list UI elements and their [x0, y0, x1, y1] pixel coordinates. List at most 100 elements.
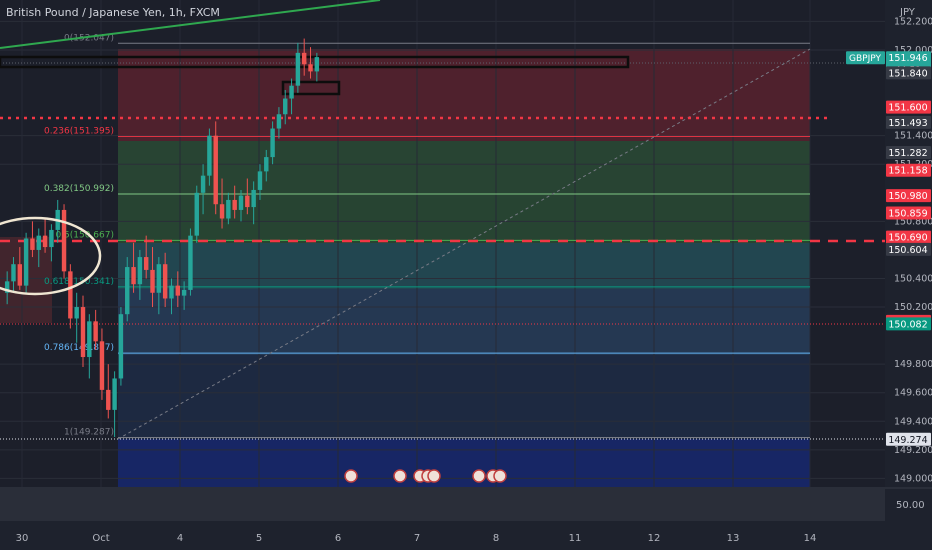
price-tag-label: 151.282 [888, 148, 927, 159]
symbol-tag[interactable] [846, 51, 885, 65]
currency-label: JPY [899, 7, 916, 18]
candle-body [301, 52, 307, 65]
x-axis-ticks: 30 Oct 4 5 6 7 8 11 12 13 14 [16, 533, 817, 544]
price-tag-label: 150.082 [888, 319, 927, 330]
trend-line[interactable] [0, 0, 381, 49]
price-tag-label: 151.946 [888, 53, 927, 64]
price-tag[interactable] [886, 146, 931, 160]
price-tag[interactable] [886, 242, 931, 256]
ellipse-annotation[interactable] [0, 216, 102, 296]
candles [4, 38, 320, 438]
candle-body [226, 199, 231, 219]
candle-body [169, 285, 174, 299]
price-tag-label: 150.859 [888, 208, 927, 219]
event-icon[interactable] [393, 469, 407, 483]
fib-label: 0.5(150.667) [55, 230, 114, 240]
candle-body [118, 314, 124, 379]
candle-body [308, 64, 313, 72]
candle-body [93, 321, 98, 342]
y-tick-label: 150.800 [894, 216, 932, 227]
candle-body [137, 257, 143, 285]
fib-lines: 0(152.047) 0.236(151.395) 0.382(150.992) 0.… [44, 33, 810, 438]
candle-body [143, 257, 149, 270]
small-box[interactable] [281, 80, 341, 96]
candle-body [181, 289, 187, 296]
price-tag[interactable] [886, 66, 931, 80]
price-tag-label: 151.493 [888, 118, 927, 129]
y-tick-label: 151.400 [894, 131, 932, 142]
candle-body [61, 209, 67, 272]
price-tag-label: 150.980 [888, 191, 927, 202]
y-tick-label: 150.200 [894, 302, 932, 313]
candle-body [283, 98, 288, 115]
y-tick-label: 152.200 [894, 16, 932, 27]
candle-body [219, 204, 225, 219]
candle-body [314, 57, 320, 72]
price-tag-label: 150.604 [888, 245, 927, 256]
fib-zone-0236-0382 [118, 141, 810, 198]
price-tag-label: 150.690 [888, 233, 927, 244]
event-icon[interactable] [427, 469, 441, 483]
y-tick-label: 150.400 [894, 273, 932, 284]
candle-body [264, 157, 269, 172]
fib-label: 0.618(150.341) [44, 277, 114, 287]
candle-body [11, 264, 16, 282]
candle-body [125, 267, 130, 315]
fib-diagonal [117, 48, 811, 440]
candle-body [17, 264, 23, 286]
candle-body [245, 195, 250, 208]
candle-body [295, 52, 301, 86]
price-axis[interactable] [885, 0, 932, 550]
fib-zone-extension [118, 439, 810, 487]
event-icon[interactable] [493, 469, 507, 483]
x-tick-label: 6 [335, 533, 341, 544]
x-tick-label: 7 [414, 533, 420, 544]
event-icon[interactable] [472, 469, 486, 483]
price-tag[interactable] [886, 317, 931, 331]
candle-body [207, 135, 212, 176]
price-tag[interactable] [886, 100, 931, 114]
x-tick-label: 13 [727, 533, 740, 544]
fib-label: 0.236(151.395) [44, 126, 114, 136]
x-tick-label: 11 [569, 533, 582, 544]
candle-body [36, 235, 41, 250]
price-tags: 151.94644:51GBPJPY151.840151.600151.4931… [846, 51, 931, 446]
candle-body [251, 189, 256, 208]
price-tag[interactable] [886, 230, 931, 244]
fib-zone-0618-0786 [118, 289, 810, 355]
x-tick-label: Oct [92, 533, 109, 544]
candle-body [257, 171, 263, 190]
volume-pane [0, 489, 885, 521]
candle-body [194, 192, 199, 236]
x-tick-label: 8 [493, 533, 499, 544]
resistance-box[interactable] [0, 55, 630, 69]
candle-body [106, 389, 111, 410]
price-tag[interactable] [886, 115, 931, 129]
y-tick-label: 149.800 [894, 359, 932, 370]
x-tick-label: 12 [648, 533, 661, 544]
price-tag[interactable] [886, 432, 931, 446]
grid [0, 0, 885, 487]
candle-body [150, 269, 155, 293]
event-icon[interactable] [344, 469, 358, 483]
candle-body [276, 114, 282, 129]
price-tag[interactable] [886, 189, 931, 203]
candle-body [238, 195, 244, 210]
y-tick-label: 152.000 [894, 45, 932, 56]
price-tag[interactable] [886, 206, 931, 220]
x-tick-label: 5 [256, 533, 262, 544]
fib-zone-05-0618 [118, 243, 810, 289]
candle-body [175, 285, 181, 296]
y-tick-label: 149.600 [894, 388, 932, 399]
candle-body [80, 307, 86, 358]
time-axis[interactable] [0, 522, 932, 550]
candle-body [23, 238, 29, 286]
candle-body [162, 264, 168, 299]
price-tag[interactable] [886, 163, 931, 177]
fib-label: 1(149.287) [64, 427, 114, 437]
event-icons[interactable] [344, 469, 507, 483]
candle-body [232, 199, 237, 210]
price-tag-label: 149.274 [888, 435, 927, 446]
x-tick-label: 30 [16, 533, 29, 544]
